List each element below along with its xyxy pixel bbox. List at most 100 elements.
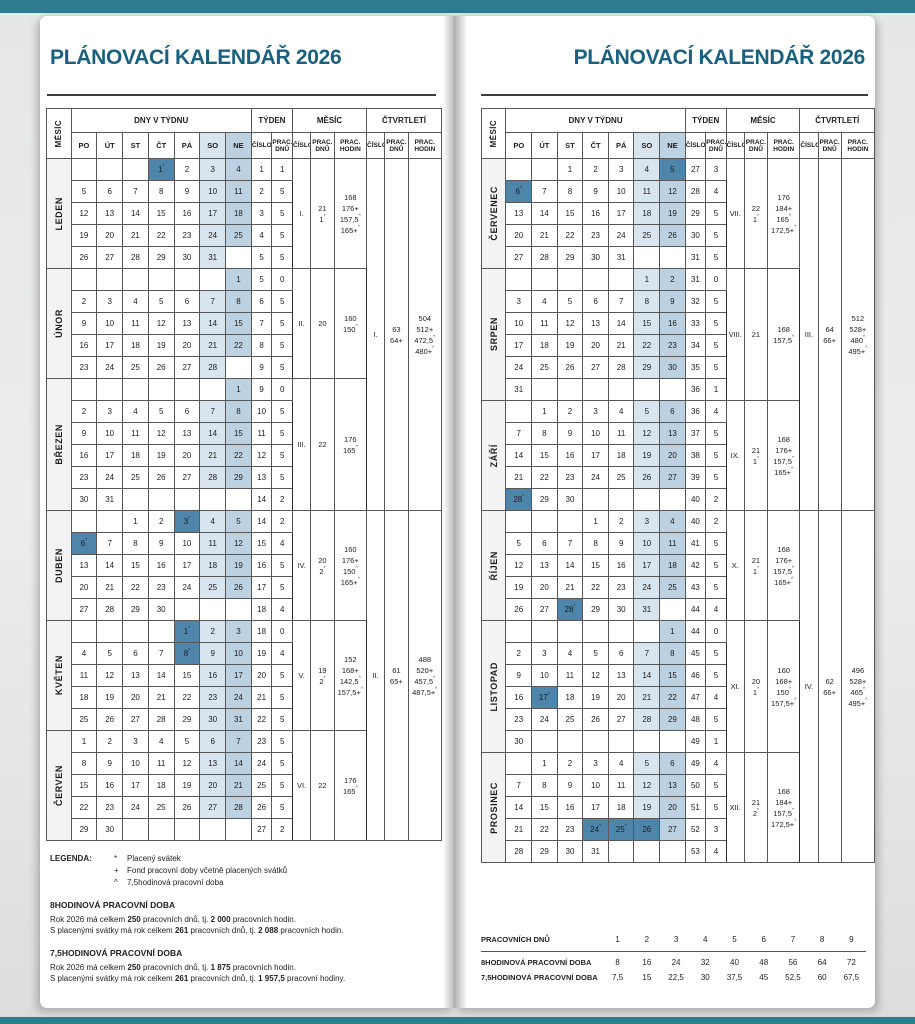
day-cell: 21 [505, 818, 533, 841]
day-cell: 19 [633, 444, 661, 467]
day-cell: 4 [607, 400, 635, 423]
week-workdays-cell: 2 [271, 818, 293, 841]
day-cell: 7 [556, 532, 584, 555]
mini-value-cell: 56 [788, 958, 798, 967]
week-row: 30 49 1 [482, 730, 875, 753]
day-name-header: PO [70, 132, 98, 159]
day-cell: 8 [147, 180, 175, 203]
day-cell: 28* [556, 598, 584, 621]
week-number-cell: 7 [250, 312, 273, 335]
day-cell: 24 [633, 576, 661, 599]
day-cell: 5 [147, 400, 175, 423]
mini-value-cell: 67,5 [843, 973, 860, 982]
month-workdays-cell: 19 2* [310, 620, 335, 731]
day-cell [199, 488, 227, 511]
week-number-cell: 14 [250, 488, 273, 511]
week-row: 26 27 28 29 30 31 5 5 [47, 246, 442, 269]
day-cell: 11 [199, 532, 227, 555]
day-cell [556, 510, 584, 533]
day-cell [122, 818, 149, 841]
week-row: 28 29 30 31 53 4 [482, 840, 875, 863]
week-number-cell: 21 [250, 686, 273, 709]
day-cell: 19 [633, 796, 661, 819]
day-cell: 19 [582, 686, 609, 709]
week-number-cell: 26 [250, 796, 273, 819]
day-cell: 30 [582, 246, 609, 269]
day-cell: 20 [505, 224, 533, 247]
day-cell [225, 818, 252, 841]
day-cell: 29 [122, 598, 149, 621]
day-cell: 11 [607, 422, 635, 445]
day-cell: 20 [582, 334, 609, 357]
workdays-mini-table: PRACOVNÍCH DNŮ 1 2 3 4 5 6 7 8 9 8HODINOVÁ PRACOVN… [481, 932, 866, 985]
day-cell: 24 [173, 576, 201, 599]
day-cell [607, 840, 635, 863]
day-cell [556, 378, 584, 401]
day-cell: 8 [70, 752, 98, 775]
day-cell: 9 [556, 422, 584, 445]
day-cell: 28* [505, 488, 533, 511]
day-cell: 31 [199, 246, 227, 269]
title-rule-right [481, 94, 868, 96]
week-row: 7 8 9 10 11 12 13 50 5 [482, 774, 875, 797]
day-cell: 21 [122, 224, 149, 247]
week-workdays-cell: 5 [271, 466, 293, 489]
day-cell: 10 [173, 532, 201, 555]
week-row: 19 20 21 22 23 24 25 4 5 [47, 224, 442, 247]
mini-value-cell: 32 [700, 958, 710, 967]
day-cell: 21 [96, 576, 124, 599]
day-cell [582, 730, 609, 753]
week-row: 3 4 5 6 7 8 9 32 5 [482, 290, 875, 313]
day-cell: 8 [633, 290, 661, 313]
day-cell: 10 [96, 422, 124, 445]
day-cell [505, 752, 533, 775]
mini-value-cell: 52,5 [785, 973, 801, 982]
day-cell: 29 [633, 356, 661, 379]
day-cell: 30 [147, 598, 175, 621]
month-number-cell: III. [291, 378, 312, 511]
worktime-75h-line: Rok 2026 má celkem 250 pracovních dnů, t… [50, 962, 296, 972]
day-cell: 24 [505, 356, 533, 379]
week-row: 15 16 17 18 19 20 21 25 5 [47, 774, 442, 797]
month-workdays-header: PRAC. DNŮ [743, 132, 769, 159]
day-cell [659, 488, 686, 511]
day-cell: 10 [122, 752, 149, 775]
day-cell: 20 [122, 686, 149, 709]
week-number-cell: 40 [684, 488, 707, 511]
day-cell: 12 [659, 180, 686, 203]
day-cell: 27 [505, 246, 533, 269]
week-number-cell: 12 [250, 444, 273, 467]
day-cell: 18 [556, 686, 584, 709]
week-number-cell: 16 [250, 554, 273, 577]
day-cell: 8 [225, 290, 252, 313]
day-cell [582, 488, 609, 511]
day-cell: 28 [122, 246, 149, 269]
day-cell [96, 158, 124, 181]
day-cell: 2 [70, 400, 98, 423]
quarter-workdays-header: PRAC. DNŮ [817, 132, 842, 159]
day-cell: 10 [505, 312, 533, 335]
day-cell [505, 268, 533, 291]
day-cell: 21 [531, 224, 558, 247]
week-number-cell: 27 [250, 818, 273, 841]
day-cell: 29 [659, 708, 686, 731]
quarter-workhours-cell: 496 528+ 465^ 495+^ [840, 510, 876, 863]
day-cell: 29 [531, 840, 558, 863]
week-row: 10 11 12 13 14 15 16 33 5 [482, 312, 875, 335]
day-cell [122, 268, 149, 291]
week-workdays-cell: 5 [705, 664, 727, 687]
day-cell: 16 [70, 444, 98, 467]
week-row: SRPEN 1 2 31 0 VIII. 21 168 157,5^ [480, 268, 875, 401]
month-label: ÚNOR [46, 268, 72, 379]
day-cell: 4 [147, 730, 175, 753]
week-number-cell: 13 [250, 466, 273, 489]
day-cell: 16 [96, 774, 124, 797]
day-cell: 24 [582, 466, 609, 489]
day-cell: 16 [505, 686, 533, 709]
month-workdays-cell: 22 [310, 378, 335, 511]
day-cell: 5 [96, 642, 124, 665]
day-cell: 27 [659, 466, 686, 489]
day-cell: 8 [582, 532, 609, 555]
day-cell [659, 730, 686, 753]
day-cell: 25 [225, 224, 252, 247]
